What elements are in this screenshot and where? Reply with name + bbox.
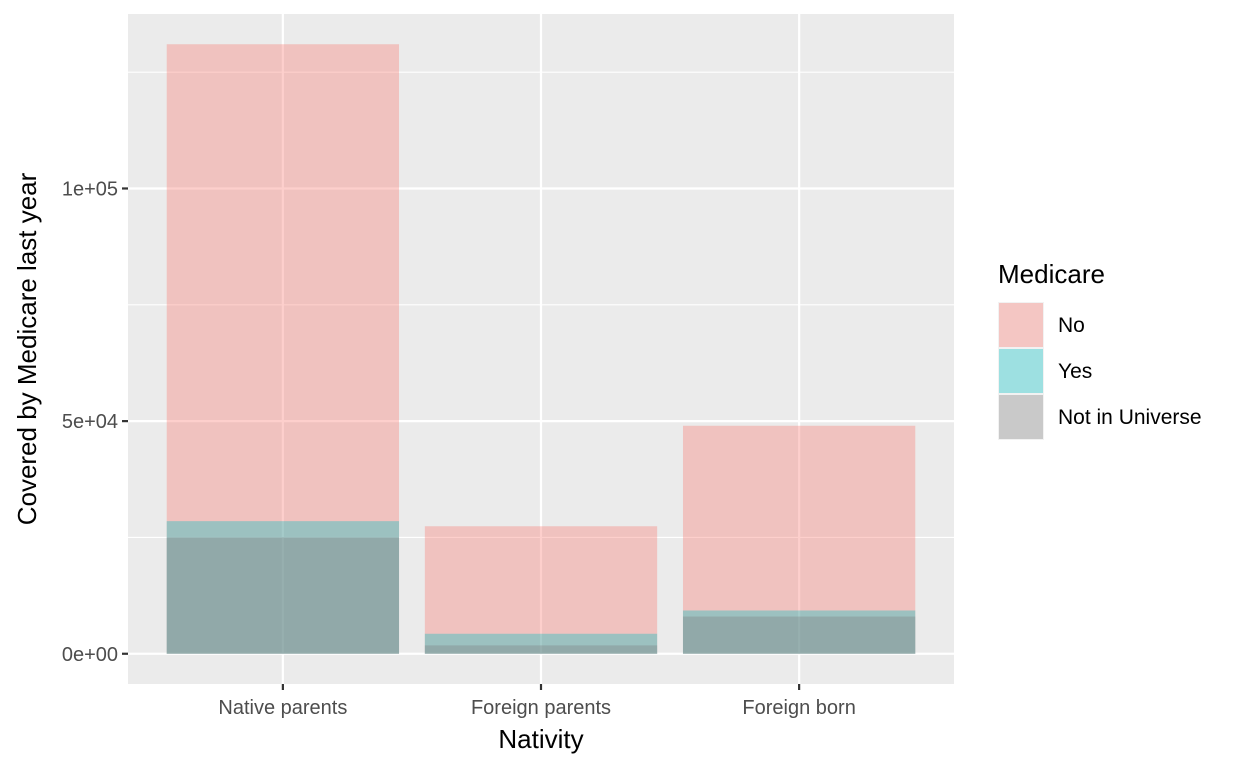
legend-label: Not in Universe: [1058, 406, 1202, 429]
legend-key-yes: [999, 349, 1043, 393]
bar-not-in-universe: [424, 645, 658, 654]
bar-no: [682, 425, 916, 654]
y-tick-label: 0e+00: [62, 644, 118, 666]
legend-label: No: [1058, 314, 1085, 337]
bar-yes: [682, 610, 916, 654]
legend-key-background: [998, 302, 1044, 348]
bar-not-in-universe: [166, 537, 400, 654]
x-axis-title: Nativity: [498, 724, 583, 754]
legend-key-not-in-universe: [999, 395, 1043, 439]
legend-key-background: [998, 348, 1044, 394]
bar-not-in-universe: [682, 616, 916, 654]
bar-no: [424, 526, 658, 654]
legend-key-no: [999, 303, 1043, 347]
bar-yes: [166, 521, 400, 654]
x-axis-ticks: Native parents Foreign parents Foreign bor…: [218, 684, 856, 719]
bar-no: [166, 44, 400, 654]
y-axis-title: Covered by Medicare last year: [12, 172, 42, 525]
y-tick-label: 5e+04: [62, 411, 118, 433]
x-tick-label: Foreign parents: [471, 697, 611, 719]
bars-group: [166, 44, 916, 654]
major-gridlines: [128, 14, 954, 684]
legend: Medicare No Yes Not in Universe: [998, 259, 1202, 440]
legend-key-background: [998, 394, 1044, 440]
y-tick-label: 1e+05: [62, 178, 118, 200]
x-tick-label: Native parents: [218, 697, 347, 719]
legend-label: Yes: [1058, 360, 1092, 383]
y-axis-ticks: 0e+00 5e+04 1e+05: [62, 178, 128, 666]
legend-title: Medicare: [998, 259, 1105, 289]
bar-yes: [424, 633, 658, 654]
x-tick-label: Foreign born: [742, 697, 855, 719]
